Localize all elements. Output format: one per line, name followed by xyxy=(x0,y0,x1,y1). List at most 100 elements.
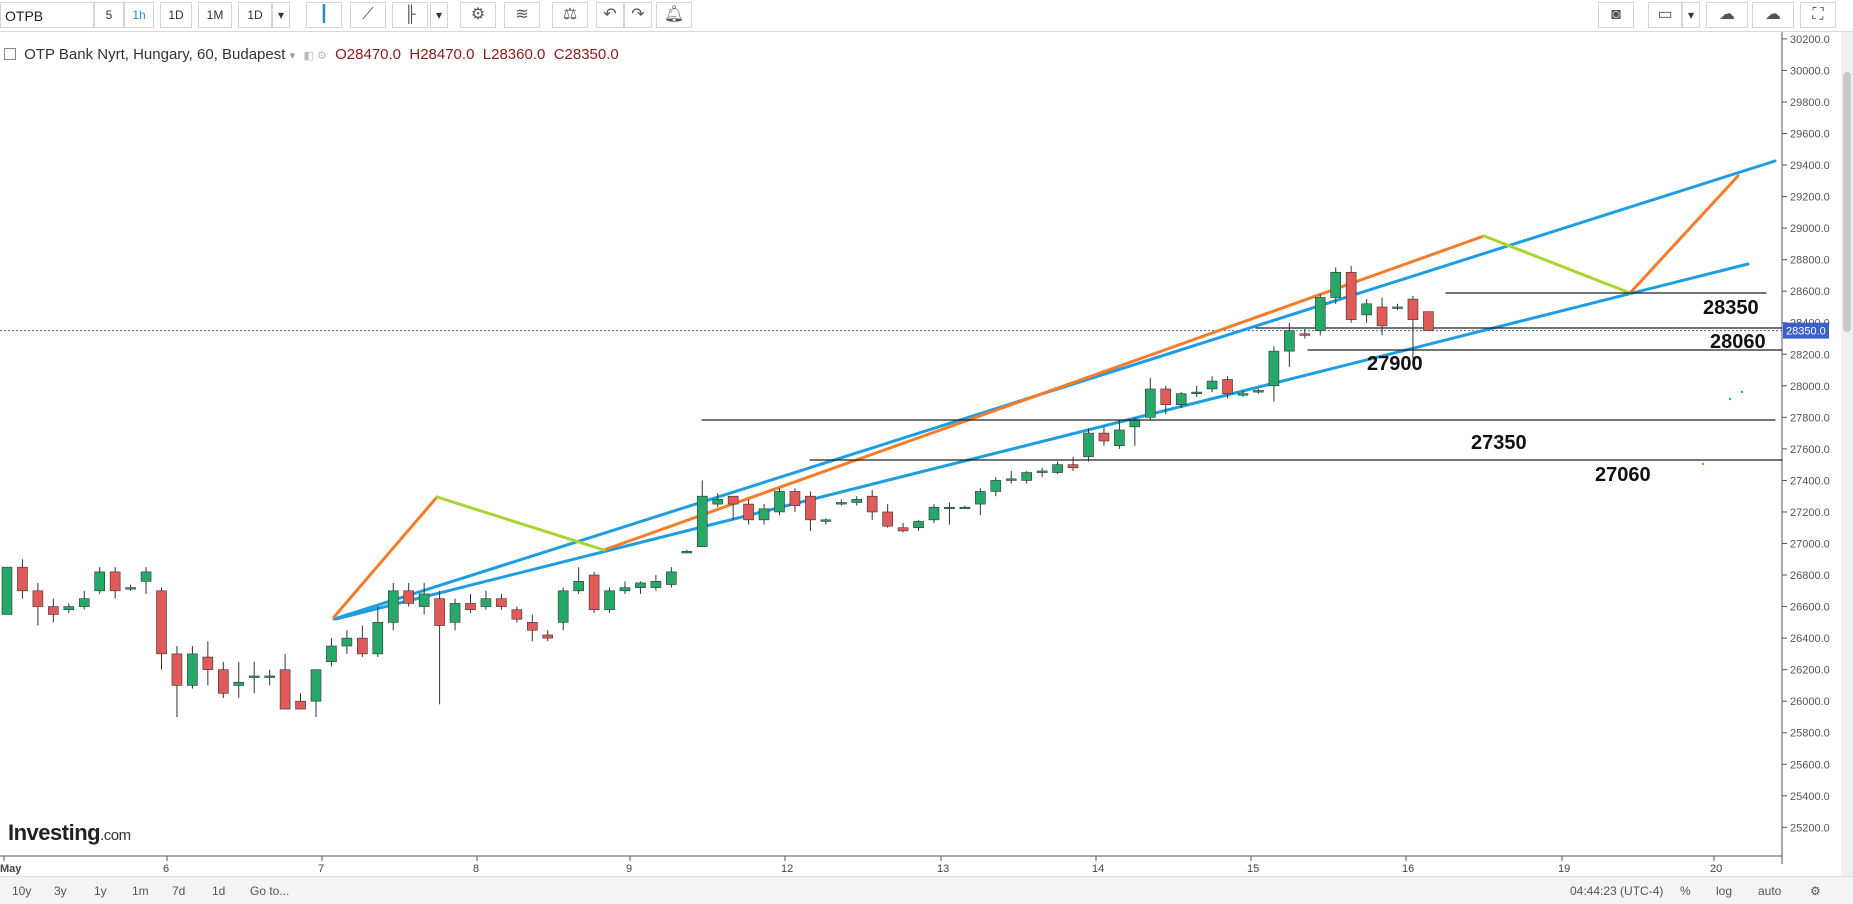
time-tick-label: 19 xyxy=(1558,863,1570,875)
candle-body xyxy=(866,495,878,513)
candle-body xyxy=(1083,432,1094,458)
price-tick-label: 28200.0 xyxy=(1790,349,1830,361)
level-annotation: 28060 xyxy=(1710,331,1766,353)
price-tick-label: 26400.0 xyxy=(1790,633,1830,645)
range-7d[interactable]: 7d xyxy=(172,884,186,898)
bottom-toolbar: 10y 3y 1y 1m 7d 1d Go to... 04:44:23 (UT… xyxy=(0,876,1853,904)
line-chart-icon[interactable]: ⟋ xyxy=(350,2,386,28)
bottom-settings-icon[interactable]: ⚙ xyxy=(1810,884,1821,898)
time-tick-label: May xyxy=(0,863,22,875)
percent-toggle[interactable]: % xyxy=(1680,884,1691,898)
correction-line-1 xyxy=(435,495,606,552)
legend-close: C28350.0 xyxy=(553,46,619,63)
candle-body xyxy=(264,675,275,678)
candle-body xyxy=(1052,464,1063,473)
price-tick-label: 26800.0 xyxy=(1790,570,1830,582)
correction-line-2 xyxy=(1482,234,1632,295)
candle-body xyxy=(156,590,167,655)
candlestick-icon[interactable]: ┃ xyxy=(306,2,342,28)
channel-lower-line xyxy=(334,262,1750,621)
scroll-thumb[interactable] xyxy=(1843,72,1851,332)
range-10y[interactable]: 10y xyxy=(12,884,32,898)
level-annotation: 27060 xyxy=(1595,464,1651,486)
legend-title: OTP Bank Nyrt, Hungary, 60, Budapest xyxy=(24,46,286,63)
level-annotation: 28350 xyxy=(1703,297,1759,319)
undo-icon[interactable]: ↶ xyxy=(596,2,624,28)
price-tick-label: 27400.0 xyxy=(1790,475,1830,487)
time-tick-label: 12 xyxy=(781,863,793,875)
compare-icon[interactable]: ⚖ xyxy=(552,2,588,28)
candle-body xyxy=(465,603,476,611)
cloud-upload-icon[interactable]: ☁ xyxy=(1752,2,1794,28)
candle-body xyxy=(542,634,554,639)
candle-body xyxy=(1206,380,1218,390)
interval-5[interactable]: 5 xyxy=(94,2,124,28)
bar-style-icon[interactable]: ╟ xyxy=(392,2,428,28)
legend-eye-icon[interactable]: ◧ ⚙ xyxy=(303,50,327,62)
log-toggle[interactable]: log xyxy=(1716,884,1733,898)
candle-body xyxy=(666,571,677,585)
camera-icon[interactable]: ◙ xyxy=(1598,2,1634,28)
collapse-icon[interactable] xyxy=(4,48,16,60)
price-tick-label: 25800.0 xyxy=(1790,728,1830,740)
candle-body xyxy=(1191,391,1202,394)
candle-body xyxy=(310,669,322,702)
interval-dropdown[interactable]: ▾ xyxy=(272,2,290,28)
interval-1d[interactable]: 1D xyxy=(160,2,192,28)
legend-dropdown-icon[interactable]: ▾ xyxy=(289,50,296,62)
time-tick-label: 14 xyxy=(1092,863,1104,875)
candle-body xyxy=(774,491,785,513)
candle-body xyxy=(557,590,569,623)
candle-body xyxy=(1175,393,1187,406)
price-scale-scrollbar[interactable] xyxy=(1841,32,1853,876)
candle-body xyxy=(712,499,724,505)
clock-display: 04:44:23 (UTC-4) xyxy=(1570,884,1664,898)
layout-dropdown[interactable]: ▾ xyxy=(1682,2,1700,28)
range-1m[interactable]: 1m xyxy=(132,884,149,898)
price-chart[interactable]: 30200.0 30000.0 29800.0 29600.0 29400.0 29200… xyxy=(0,32,1841,876)
candle-body xyxy=(496,598,507,607)
candle-body xyxy=(619,587,631,592)
candle-body xyxy=(882,511,893,527)
candle-body xyxy=(279,669,291,710)
settings-icon[interactable]: ⚙ xyxy=(460,2,496,28)
chart-type-dropdown[interactable]: ▾ xyxy=(430,2,448,28)
goto-button[interactable]: Go to... xyxy=(250,884,290,898)
candle-body xyxy=(387,590,399,623)
candle-body xyxy=(1,566,13,615)
candle-body xyxy=(635,582,646,588)
candle-body xyxy=(109,571,121,592)
candle-body xyxy=(403,590,415,604)
interval-1h[interactable]: 1h xyxy=(124,2,154,28)
redo-icon[interactable]: ↷ xyxy=(624,2,652,28)
candle-body xyxy=(1284,330,1295,352)
candle-body xyxy=(820,519,832,522)
candle-body xyxy=(1222,379,1233,394)
interval-1d-alt[interactable]: 1D xyxy=(238,2,272,28)
cloud-download-icon[interactable]: ☁ xyxy=(1706,2,1748,28)
price-tick-label: 28800.0 xyxy=(1790,255,1830,267)
projection-line xyxy=(1628,174,1740,295)
candle-body xyxy=(944,506,955,510)
legend-high: H28470.0 xyxy=(409,46,475,63)
candle-body xyxy=(78,598,90,607)
fullscreen-icon[interactable]: ⛶ xyxy=(1800,2,1836,28)
time-tick-label: 7 xyxy=(318,863,324,875)
candle-body xyxy=(326,645,337,663)
auto-toggle[interactable]: auto xyxy=(1758,884,1782,898)
indicators-icon[interactable]: ≋ xyxy=(504,2,540,28)
range-1d[interactable]: 1d xyxy=(212,884,226,898)
candle-body xyxy=(913,521,924,529)
layout-icon[interactable]: ▭ xyxy=(1648,2,1682,28)
range-3y[interactable]: 3y xyxy=(54,884,67,898)
candle-body xyxy=(511,609,523,620)
candle-body xyxy=(357,637,368,655)
candle-body xyxy=(928,506,940,521)
time-tick-label: 15 xyxy=(1247,863,1259,875)
interval-1m[interactable]: 1M xyxy=(198,2,232,28)
symbol-input[interactable]: OTPB xyxy=(0,2,94,28)
price-tick-label: 28600.0 xyxy=(1790,286,1830,298)
candle-body xyxy=(588,574,600,611)
range-1y[interactable]: 1y xyxy=(94,884,107,898)
alert-icon[interactable]: 🔔︎ xyxy=(656,2,692,28)
